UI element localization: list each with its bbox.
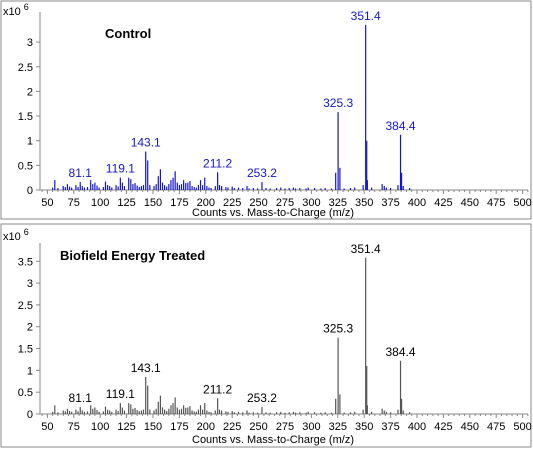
treated-title: Biofield Energy Treated xyxy=(60,248,205,263)
treated-peak-label: 351.4 xyxy=(351,242,381,256)
control-peaks xyxy=(52,24,411,190)
control-peak-label: 253.2 xyxy=(247,166,277,180)
control-y-tick-label: 1.5 xyxy=(18,111,33,123)
treated-y-tick-label: 3.5 xyxy=(18,256,33,268)
treated-x-tick-label: 100 xyxy=(91,421,109,433)
treated-y-tick-label: 0 xyxy=(27,409,33,421)
control-y-tick-label: 0.5 xyxy=(18,160,33,172)
control-x-tick-label: 50 xyxy=(41,197,53,209)
treated-x-tick-label: 175 xyxy=(170,421,188,433)
control-x-tick-label: 400 xyxy=(408,197,426,209)
treated-y-tick-label: 1.5 xyxy=(18,344,33,356)
control-x-tick-label: 425 xyxy=(434,197,452,209)
control-x-tick-label: 275 xyxy=(276,197,294,209)
treated-x-tick-label: 375 xyxy=(381,421,399,433)
control-x-tick-label: 75 xyxy=(68,197,80,209)
control-peak-label: 119.1 xyxy=(106,162,135,176)
control-x-tick-label: 325 xyxy=(329,197,347,209)
treated-x-tick-label: 125 xyxy=(117,421,135,433)
treated-x-tick-label: 250 xyxy=(249,421,267,433)
treated-peaks xyxy=(52,257,411,414)
control-y-multiplier: x10 6 xyxy=(3,2,29,18)
treated-peak-label: 211.2 xyxy=(203,382,232,396)
treated-peak-label: 81.1 xyxy=(69,391,93,405)
treated-peak-label: 119.1 xyxy=(106,387,135,401)
treated-peak-labels: 81.1 119.1 143.1 211.2 253.2 325.3 351.4 384.4 xyxy=(69,242,416,405)
treated-peak-label: 253.2 xyxy=(247,391,277,405)
control-x-tick-label: 375 xyxy=(381,197,399,209)
control-x-tick-label: 200 xyxy=(197,197,215,209)
control-peak-label: 325.3 xyxy=(323,96,353,110)
treated-x-tick-label: 275 xyxy=(276,421,294,433)
treated-panel: x10 6 Biofield Energy Treated 0 0.5 1 1.5 2 2.… xyxy=(0,223,532,448)
control-peak-label: 211.2 xyxy=(203,156,232,170)
treated-peak-label: 325.3 xyxy=(323,322,353,336)
control-y-tick-label: 3 xyxy=(27,37,33,49)
treated-y-tick-label: 1 xyxy=(27,365,33,377)
control-y-tick-label: 1 xyxy=(27,136,33,148)
treated-x-tick-label: 400 xyxy=(408,421,426,433)
treated-x-tick-label: 150 xyxy=(144,421,162,433)
treated-x-axis-label: Counts vs. Mass-to-Charge (m/z) xyxy=(192,434,354,446)
control-title: Control xyxy=(105,26,151,41)
treated-y-tick-label: 0.5 xyxy=(18,387,33,399)
control-x-tick-label: 150 xyxy=(144,197,162,209)
control-y-tick-label: 2.5 xyxy=(18,62,33,74)
control-x-tick-label: 475 xyxy=(487,197,505,209)
control-x-tick-label: 225 xyxy=(223,197,241,209)
treated-y-multiplier: x10 6 xyxy=(3,227,29,243)
control-x-tick-label: 350 xyxy=(355,197,373,209)
control-peak-label: 143.1 xyxy=(131,136,161,150)
treated-peak-label: 143.1 xyxy=(131,361,161,375)
treated-x-tick-label: 350 xyxy=(355,421,373,433)
treated-panel-frame xyxy=(0,223,532,448)
treated-x-tick-label: 75 xyxy=(68,421,80,433)
control-peak-label: 384.4 xyxy=(386,119,416,133)
treated-x-tick-label: 300 xyxy=(302,421,320,433)
control-y-tick-label: 0 xyxy=(27,185,33,197)
treated-x-tick-label: 475 xyxy=(487,421,505,433)
control-x-tick-label: 300 xyxy=(302,197,320,209)
control-x-tick-label: 100 xyxy=(91,197,109,209)
control-x-tick-label: 175 xyxy=(170,197,188,209)
treated-y-tick-label: 3 xyxy=(27,278,33,290)
control-x-tick-label: 250 xyxy=(249,197,267,209)
control-peak-labels: 81.1 119.1 143.1 211.2 253.2 325.3 351.4 384.4 xyxy=(69,9,416,180)
treated-x-tick-label: 50 xyxy=(41,421,53,433)
control-x-tick-label: 125 xyxy=(117,197,135,209)
control-x-tick-label: 450 xyxy=(461,197,479,209)
treated-x-tick-label: 450 xyxy=(461,421,479,433)
treated-peak-label: 384.4 xyxy=(386,345,416,359)
control-peak-label: 81.1 xyxy=(69,166,93,180)
control-peak-label: 351.4 xyxy=(351,9,381,23)
control-x-tick-label: 500 xyxy=(513,197,531,209)
treated-x-tick-label: 325 xyxy=(329,421,347,433)
treated-x-tick-label: 225 xyxy=(223,421,241,433)
treated-y-tick-label: 2 xyxy=(27,322,33,334)
treated-axes: 0 0.5 1 1.5 2 2.5 3 3.5 50 75 100 125 150 175 200 225 25… xyxy=(18,243,532,433)
treated-x-tick-label: 425 xyxy=(434,421,452,433)
control-x-axis-label: Counts vs. Mass-to-Charge (m/z) xyxy=(192,207,354,219)
control-panel-frame xyxy=(0,0,532,220)
treated-y-tick-label: 2.5 xyxy=(18,300,33,312)
treated-x-tick-label: 500 xyxy=(513,421,531,433)
control-y-tick-label: 2 xyxy=(27,86,33,98)
treated-x-tick-label: 200 xyxy=(197,421,215,433)
